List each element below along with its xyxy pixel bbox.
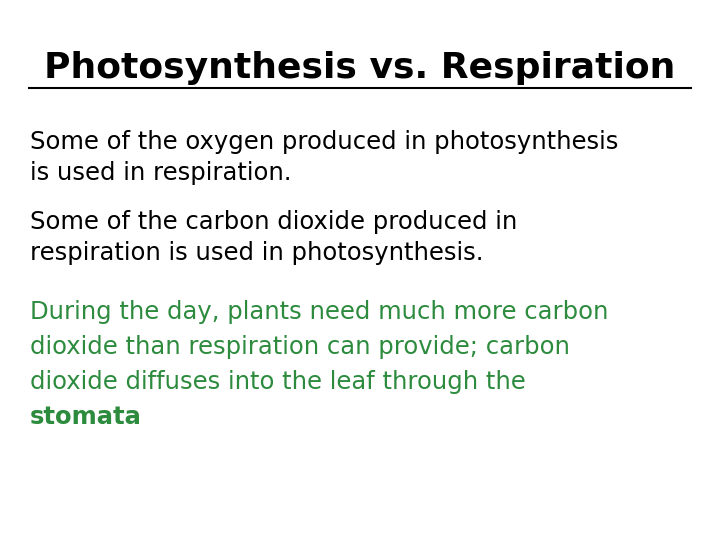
Text: Some of the carbon dioxide produced in
respiration is used in photosynthesis.: Some of the carbon dioxide produced in r… [30,210,518,265]
Text: dioxide than respiration can provide; carbon: dioxide than respiration can provide; ca… [30,335,570,359]
Text: stomata: stomata [30,405,142,429]
Text: During the day, plants need much more carbon: During the day, plants need much more ca… [30,300,608,324]
Text: Some of the oxygen produced in photosynthesis
is used in respiration.: Some of the oxygen produced in photosynt… [30,130,618,185]
Text: .: . [99,405,107,429]
Text: dioxide diffuses into the leaf through the: dioxide diffuses into the leaf through t… [30,370,526,394]
Text: Photosynthesis vs. Respiration: Photosynthesis vs. Respiration [45,51,675,85]
